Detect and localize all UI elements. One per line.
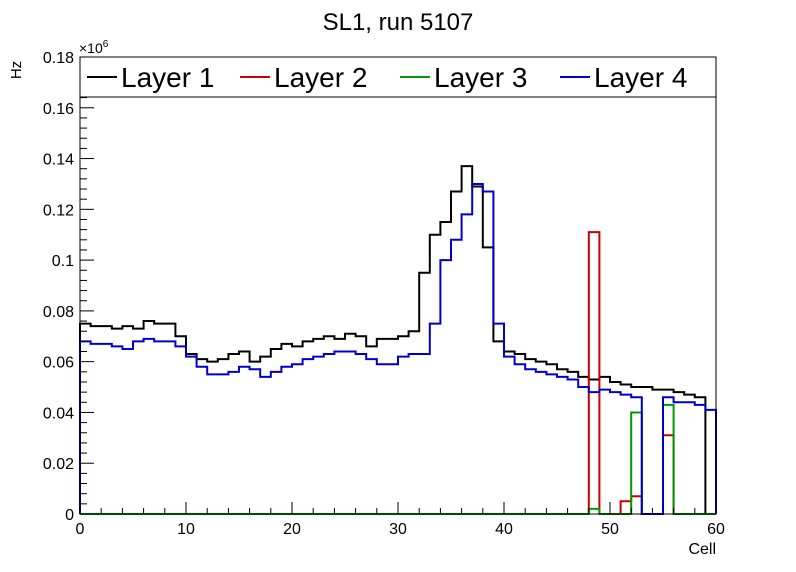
legend-box [79, 56, 717, 98]
y-multiplier-exponent: 6 [103, 39, 109, 50]
series-layer-4 [79, 182, 717, 515]
series-line-layer-1 [79, 165, 716, 515]
x-tick-label: 10 [177, 521, 195, 538]
y-tick-label: 0 [65, 507, 74, 524]
series-line-layer-3 [80, 403, 716, 515]
series-line-layer-2 [80, 231, 716, 515]
x-tick-label: 20 [283, 521, 301, 538]
y-multiplier-base: ×10 [79, 40, 103, 56]
y-axis-label: Hz [8, 61, 25, 79]
x-tick-label: 40 [495, 521, 513, 538]
x-axis-label: Cell [688, 541, 716, 558]
y-tick-label: 0.18 [43, 50, 74, 67]
x-tick-label: 30 [389, 521, 407, 538]
y-tick-label: 0.04 [43, 405, 74, 422]
y-tick-label: 0.12 [43, 202, 74, 219]
legend-label-layer-3: Layer 3 [434, 62, 527, 93]
x-tick-label: 0 [76, 521, 85, 538]
y-tick-label: 0.08 [43, 304, 74, 321]
legend-label-layer-1: Layer 1 [121, 62, 214, 93]
y-tick-label: 0.14 [43, 152, 74, 169]
series-group [79, 165, 717, 515]
y-tick-label: 0.16 [43, 101, 74, 118]
series-line-layer-4 [79, 182, 717, 515]
y-tick-label: 0.1 [52, 253, 74, 270]
y-tick-label: 0.02 [43, 456, 74, 473]
legend-label-layer-2: Layer 2 [274, 62, 367, 93]
x-tick-label: 60 [707, 521, 725, 538]
y-tick-label: 0.06 [43, 355, 74, 372]
x-tick-label: 50 [601, 521, 619, 538]
chart-title: SL1, run 5107 [323, 9, 474, 36]
axes-group: 0 10 20 30 40 50 60 0 0.02 0.04 0.06 0.08 0.1 0.12 0.1… [43, 50, 725, 538]
plot-frame [79, 56, 717, 515]
series-layer-1 [79, 165, 716, 515]
y-multiplier: ×106 [79, 39, 109, 56]
legend: Layer 1 Layer 2 Layer 3 Layer 4 [79, 56, 717, 98]
series-layer-2 [80, 231, 716, 515]
legend-label-layer-4: Layer 4 [594, 62, 687, 93]
series-layer-3 [80, 403, 716, 515]
